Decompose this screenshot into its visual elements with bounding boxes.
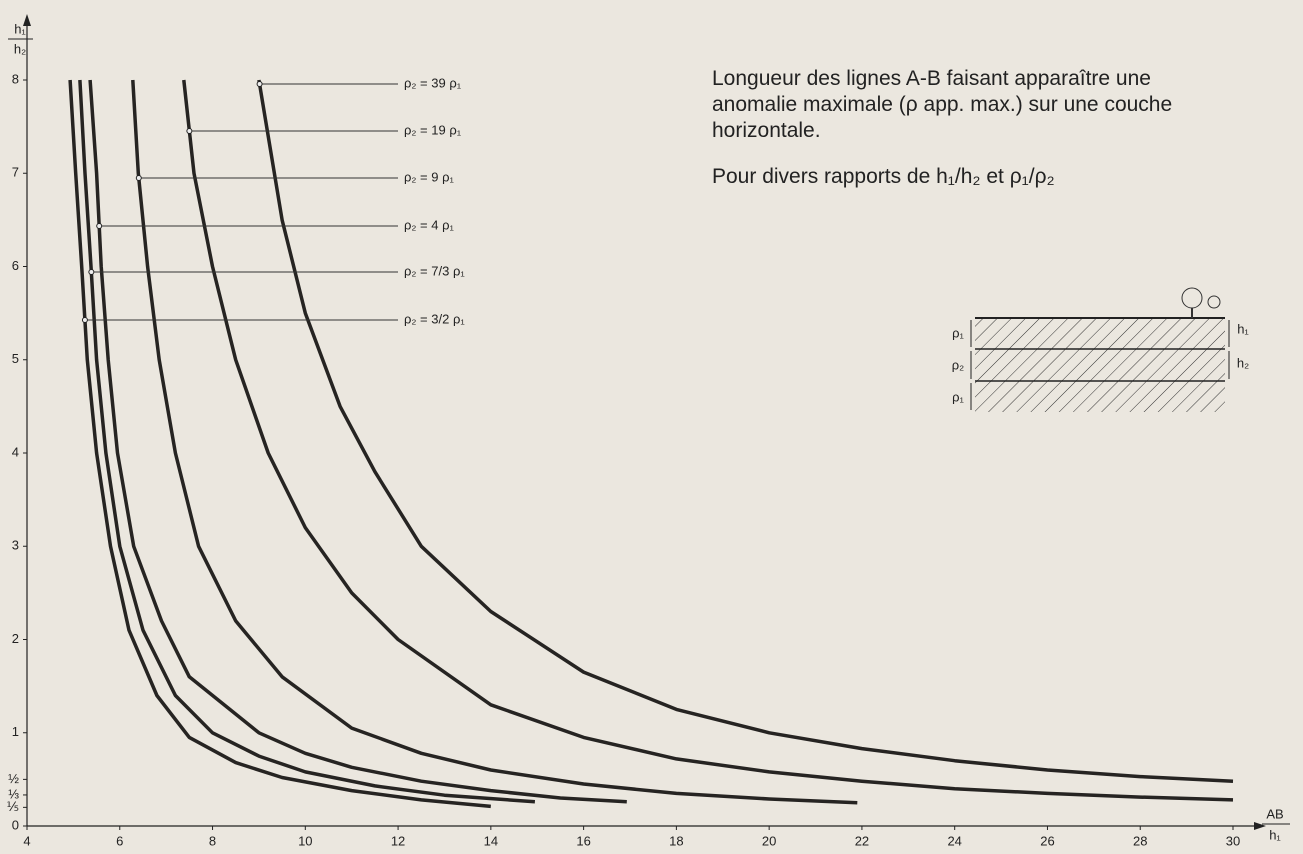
x-tick-label: 28 <box>1133 833 1147 848</box>
y-tick-label: 7 <box>12 165 19 180</box>
leader-dot <box>256 81 263 87</box>
tree <box>1207 295 1221 309</box>
x-tick-label: 6 <box>116 833 123 848</box>
curve <box>131 79 858 805</box>
leader-dot <box>186 128 193 134</box>
curve <box>68 79 491 809</box>
y-label: h₁ <box>14 21 26 36</box>
x-tick-label: 14 <box>484 833 498 848</box>
x-tick-label: 20 <box>762 833 776 848</box>
y-tick-label: 5 <box>12 351 19 366</box>
x-tick-label: 10 <box>298 833 312 848</box>
leader-dot <box>135 175 142 181</box>
legend-entry: ρ₂ = 4 ρ₁ <box>404 217 454 232</box>
legend-entry: ρ₂ = 39 ρ₁ <box>404 75 462 90</box>
legend-entry: ρ₂ = 9 ρ₁ <box>404 169 454 184</box>
thickness-label: h₁ <box>1237 321 1249 336</box>
x-tick-label: 30 <box>1226 833 1240 848</box>
y-tick-label: 6 <box>12 258 19 273</box>
x-tick-label: 24 <box>947 833 961 848</box>
y-tick-label: ⅕ <box>6 799 19 814</box>
curve <box>88 79 627 804</box>
layer-label: ρ₂ <box>952 357 964 372</box>
layer-label: ρ₁ <box>952 389 964 404</box>
x-tick-label: 8 <box>209 833 216 848</box>
leader-dot <box>96 223 103 229</box>
x-tick-label: 26 <box>1040 833 1054 848</box>
y-tick-label: 8 <box>12 71 19 86</box>
chart-subtitle: Pour divers rapports de h₁/h₂ et ρ₁/ρ₂ <box>712 165 1055 188</box>
curve <box>257 79 1234 783</box>
y-label: h₂ <box>14 41 26 56</box>
y-axis-arrow <box>23 14 31 26</box>
x-tick-label: 22 <box>855 833 869 848</box>
x-tick-label: 16 <box>576 833 590 848</box>
x-tick-label: 18 <box>669 833 683 848</box>
curve <box>78 79 536 804</box>
hatching <box>975 318 1225 412</box>
inset-diagram: ρ₁ ρ₂ ρ₁ h₁ h₂ <box>952 287 1249 412</box>
leader-dot <box>88 269 95 275</box>
leader-dot <box>81 317 88 323</box>
y-tick-label: 2 <box>12 631 19 646</box>
layer-label: ρ₁ <box>952 325 964 340</box>
x-label: h₁ <box>1269 827 1281 842</box>
legend-entry: ρ₂ = 19 ρ₁ <box>404 122 462 137</box>
x-axis-arrow <box>1254 822 1266 830</box>
tree <box>1181 287 1203 309</box>
x-label: AB <box>1266 806 1283 821</box>
x-tick-label: 4 <box>23 833 30 848</box>
legend-entry: ρ₂ = 3/2 ρ₁ <box>404 311 465 326</box>
thickness-label: h₂ <box>1237 355 1249 370</box>
y-tick-label: ½ <box>8 771 19 786</box>
y-tick-label: ⅓ <box>8 786 19 801</box>
y-tick-label: 1 <box>12 724 19 739</box>
x-tick-label: 12 <box>391 833 405 848</box>
curve <box>182 79 1234 802</box>
y-tick-label: 3 <box>12 538 19 553</box>
y-tick-label: 0 <box>12 817 19 832</box>
y-tick-label: 4 <box>12 444 19 459</box>
chart-title: Longueur des lignes A-B faisant apparaît… <box>712 67 1173 142</box>
legend-entry: ρ₂ = 7/3 ρ₁ <box>404 263 465 278</box>
